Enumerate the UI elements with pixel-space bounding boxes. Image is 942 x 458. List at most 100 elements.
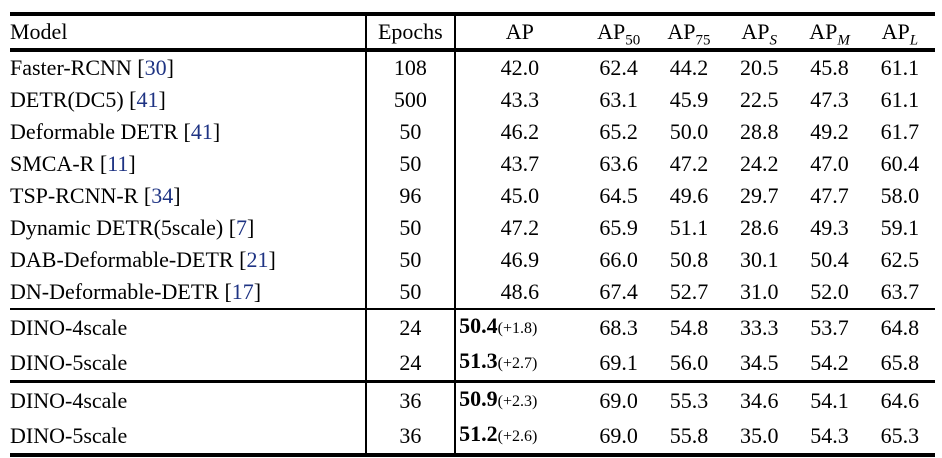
- apL-cell: 61.1: [880, 55, 920, 80]
- ap50-cell: 63.6: [599, 151, 638, 176]
- ap75-cell: 44.2: [669, 55, 709, 80]
- apL-cell: 62.5: [880, 247, 920, 272]
- citation-number[interactable]: 30: [144, 55, 167, 80]
- apM-cell: 47.7: [810, 183, 849, 208]
- model-name: Faster-RCNN: [10, 55, 132, 80]
- citation-link[interactable]: [41]: [129, 87, 166, 112]
- table-row: DINO-5scale 24 51.3(+2.7) 69.1 56.0 34.5…: [10, 345, 935, 382]
- model-name: DETR(DC5): [10, 87, 124, 112]
- col-header-ap50: AP50: [597, 19, 641, 49]
- apS-cell: 35.0: [739, 422, 779, 448]
- ap-cell: 43.3: [500, 87, 540, 112]
- ap50-cell: 65.2: [599, 119, 638, 144]
- citation-link[interactable]: [11]: [99, 151, 136, 176]
- epochs-cell: 24: [364, 309, 457, 345]
- apL-cell: 59.1: [880, 215, 920, 240]
- epochs-cell: 500: [364, 84, 457, 116]
- apL-cell: 63.7: [880, 279, 920, 304]
- model-cell: DETR(DC5) [41]: [10, 84, 366, 116]
- citation-number[interactable]: 11: [107, 151, 129, 176]
- citation-number[interactable]: 21: [246, 247, 269, 272]
- apM-cell: 47.3: [810, 87, 849, 112]
- apL-cell: 64.8: [880, 314, 920, 340]
- ap-cell: 45.0: [500, 183, 540, 208]
- table-row: TSP-RCNN-R [34] 96 45.0 64.5 49.6 29.7 4…: [10, 180, 935, 212]
- citation-number[interactable]: 41: [190, 119, 213, 144]
- apS-cell: 29.7: [739, 183, 779, 208]
- epochs-cell: 96: [364, 180, 457, 212]
- table-row: DAB-Deformable-DETR [21] 50 46.9 66.0 50…: [10, 244, 935, 276]
- ap-value-bold: 50.9: [459, 386, 498, 411]
- model-cell: TSP-RCNN-R [34]: [10, 180, 366, 212]
- ap-cell: 48.6: [500, 279, 540, 304]
- ap-gain: (+2.7): [497, 355, 538, 372]
- ap75-cell: 55.3: [669, 387, 709, 413]
- col-header-ap75: AP75: [667, 19, 711, 49]
- table-row: Faster-RCNN [30] 108 42.0 62.4 44.2 20.5…: [10, 50, 935, 84]
- apS-cell: 34.5: [739, 349, 779, 375]
- epochs-cell: 36: [364, 418, 457, 455]
- model-name: DN-Deformable-DETR: [10, 279, 219, 304]
- apL-cell: 61.1: [880, 87, 920, 112]
- ap50-cell: 63.1: [599, 87, 638, 112]
- epochs-cell: 50: [364, 212, 457, 244]
- apL-cell: 60.4: [880, 151, 920, 176]
- ap-cell: 50.9(+2.3): [455, 382, 583, 419]
- ap-gain: (+1.8): [497, 320, 538, 337]
- apS-cell: 20.5: [739, 55, 779, 80]
- apM-cell: 49.3: [810, 215, 849, 240]
- table-row: Dynamic DETR(5scale) [7] 50 47.2 65.9 51…: [10, 212, 935, 244]
- ap-value-bold: 51.3: [459, 348, 498, 373]
- citation-link[interactable]: [30]: [137, 55, 174, 80]
- model-cell: DINO-4scale: [10, 309, 366, 345]
- apM-cell: 45.8: [810, 55, 849, 80]
- ap50-cell: 64.5: [599, 183, 638, 208]
- citation-number[interactable]: 17: [231, 279, 254, 304]
- ap-value-bold: 50.4: [459, 313, 498, 338]
- citation-number[interactable]: 34: [151, 183, 174, 208]
- citation-link[interactable]: [41]: [183, 119, 221, 144]
- ap75-cell: 55.8: [669, 422, 709, 448]
- table-row: Deformable DETR [41] 50 46.2 65.2 50.0 2…: [10, 116, 935, 148]
- ap-cell: 43.7: [500, 151, 540, 176]
- citation-link[interactable]: [17]: [224, 279, 262, 304]
- results-table: Model Epochs AP AP50 AP75 APS APM APL Fa…: [10, 12, 935, 457]
- ap75-cell: 45.9: [669, 87, 709, 112]
- table-row: DETR(DC5) [41] 500 43.3 63.1 45.9 22.5 4…: [10, 84, 935, 116]
- ap-cell: 42.0: [500, 55, 540, 80]
- citation-number[interactable]: 7: [236, 215, 248, 240]
- apL-cell: 65.8: [880, 349, 920, 375]
- apM-cell: 49.2: [810, 119, 849, 144]
- ap75-cell: 56.0: [669, 349, 709, 375]
- apM-cell: 50.4: [810, 247, 849, 272]
- apM-cell: 52.0: [810, 279, 849, 304]
- ap75-cell: 50.8: [669, 247, 709, 272]
- ap50-cell: 69.0: [599, 422, 638, 448]
- citation-link[interactable]: [34]: [143, 183, 181, 208]
- ap75-cell: 49.6: [669, 183, 709, 208]
- model-name: Dynamic DETR(5scale): [10, 215, 224, 240]
- apM-cell: 54.3: [810, 422, 849, 448]
- citation-link[interactable]: [7]: [228, 215, 255, 240]
- citation-link[interactable]: [21]: [239, 247, 276, 272]
- apS-cell: 22.5: [739, 87, 779, 112]
- ap50-cell: 62.4: [599, 55, 638, 80]
- table-row: DINO-4scale 24 50.4(+1.8) 68.3 54.8 33.3…: [10, 309, 935, 345]
- ap-value-bold: 51.2: [459, 421, 498, 446]
- subscript: 50: [625, 32, 641, 49]
- ap75-cell: 52.7: [669, 279, 709, 304]
- model-cell: DINO-5scale: [10, 345, 366, 382]
- subscript: L: [909, 32, 919, 49]
- apS-cell: 30.1: [739, 247, 779, 272]
- ap-cell: 51.2(+2.6): [455, 418, 583, 455]
- ap75-cell: 50.0: [669, 119, 709, 144]
- citation-number[interactable]: 41: [136, 87, 159, 112]
- epochs-cell: 108: [364, 50, 457, 84]
- header-row: Model Epochs AP AP50 AP75 APS APM APL: [10, 14, 935, 50]
- model-name: TSP-RCNN-R: [10, 183, 139, 208]
- model-cell: DINO-5scale: [10, 418, 366, 455]
- apL-cell: 58.0: [880, 183, 920, 208]
- model-name: SMCA-R: [10, 151, 95, 176]
- model-cell: DINO-4scale: [10, 382, 366, 419]
- col-header-apS: APS: [741, 19, 778, 49]
